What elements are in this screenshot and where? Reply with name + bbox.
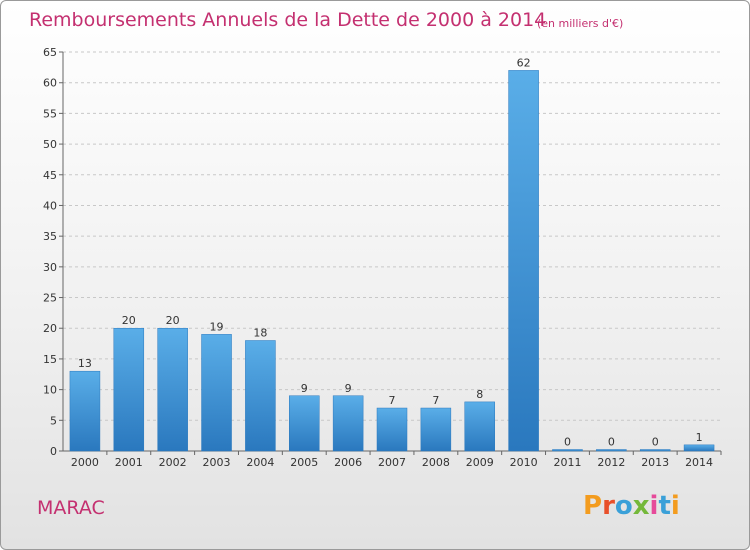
proxiti-logo: Proxiti bbox=[583, 491, 680, 521]
bar-2007 bbox=[376, 407, 408, 452]
logo-letter: P bbox=[583, 491, 603, 521]
bar-2011 bbox=[552, 449, 583, 452]
x-tick-label: 2009 bbox=[466, 456, 494, 469]
y-tick-label: 55 bbox=[43, 107, 57, 120]
logo-letter: o bbox=[614, 491, 633, 521]
logo-letter: t bbox=[658, 491, 671, 521]
x-tick-label: 2003 bbox=[203, 456, 231, 469]
bar-2001 bbox=[113, 327, 145, 452]
y-tick-label: 20 bbox=[43, 322, 57, 335]
logo-letter: i bbox=[649, 491, 659, 521]
y-tick-label: 45 bbox=[43, 169, 57, 182]
y-tick-label: 10 bbox=[43, 384, 57, 397]
x-tick-label: 2011 bbox=[553, 456, 581, 469]
data-label-2005: 9 bbox=[301, 382, 308, 395]
labels: 0510152025303540455055606520001320012020… bbox=[43, 46, 713, 469]
x-tick-label: 2014 bbox=[685, 456, 713, 469]
bar-2014 bbox=[683, 444, 715, 452]
logo-letter: r bbox=[602, 491, 615, 521]
x-tick-label: 2004 bbox=[246, 456, 274, 469]
data-label-2011: 0 bbox=[564, 436, 571, 449]
data-label-2004: 18 bbox=[253, 327, 267, 340]
bars bbox=[69, 70, 715, 452]
logo-letter: i bbox=[670, 491, 680, 521]
bar-2009 bbox=[464, 401, 495, 452]
x-tick-label: 2010 bbox=[510, 456, 538, 469]
y-tick-label: 40 bbox=[43, 199, 57, 212]
bar-2013 bbox=[639, 449, 671, 452]
x-tick-label: 2002 bbox=[159, 456, 187, 469]
x-tick-label: 2007 bbox=[378, 456, 406, 469]
bar-2004 bbox=[245, 340, 276, 452]
data-label-2008: 7 bbox=[432, 394, 439, 407]
y-tick-label: 65 bbox=[43, 46, 57, 59]
data-label-2003: 19 bbox=[210, 320, 224, 333]
bar-2002 bbox=[157, 327, 188, 452]
city-name: MARAC bbox=[37, 497, 105, 519]
bar-2006 bbox=[332, 395, 364, 452]
bar-2008 bbox=[420, 407, 452, 452]
x-tick-label: 2008 bbox=[422, 456, 450, 469]
data-label-2014: 1 bbox=[696, 431, 703, 444]
x-tick-label: 2012 bbox=[597, 456, 625, 469]
bar-2000 bbox=[69, 370, 101, 452]
data-label-2007: 7 bbox=[389, 394, 396, 407]
bar-2003 bbox=[201, 334, 232, 452]
data-label-2002: 20 bbox=[166, 314, 180, 327]
x-tick-label: 2013 bbox=[641, 456, 669, 469]
y-tick-label: 15 bbox=[43, 353, 57, 366]
bar-2005 bbox=[289, 395, 320, 452]
bar-2012 bbox=[596, 449, 627, 452]
x-tick-label: 2001 bbox=[115, 456, 143, 469]
bar-2010 bbox=[508, 70, 539, 452]
logo-letter: x bbox=[632, 491, 650, 521]
unit-note: (en milliers d'€) bbox=[537, 17, 624, 30]
y-tick-label: 50 bbox=[43, 138, 57, 151]
x-tick-label: 2000 bbox=[71, 456, 99, 469]
data-label-2009: 8 bbox=[476, 388, 483, 401]
y-tick-label: 0 bbox=[50, 445, 57, 458]
data-label-2013: 0 bbox=[652, 436, 659, 449]
y-tick-label: 30 bbox=[43, 261, 57, 274]
data-label-2012: 0 bbox=[608, 436, 615, 449]
chart-title: Remboursements Annuels de la Dette de 20… bbox=[29, 9, 547, 31]
data-label-2006: 9 bbox=[345, 382, 352, 395]
y-tick-label: 60 bbox=[43, 77, 57, 90]
y-tick-label: 5 bbox=[50, 414, 57, 427]
data-label-2010: 62 bbox=[517, 56, 531, 69]
y-tick-label: 25 bbox=[43, 292, 57, 305]
data-label-2001: 20 bbox=[122, 314, 136, 327]
x-tick-label: 2005 bbox=[290, 456, 318, 469]
data-label-2000: 13 bbox=[78, 357, 92, 370]
x-tick-label: 2006 bbox=[334, 456, 362, 469]
y-tick-label: 35 bbox=[43, 230, 57, 243]
